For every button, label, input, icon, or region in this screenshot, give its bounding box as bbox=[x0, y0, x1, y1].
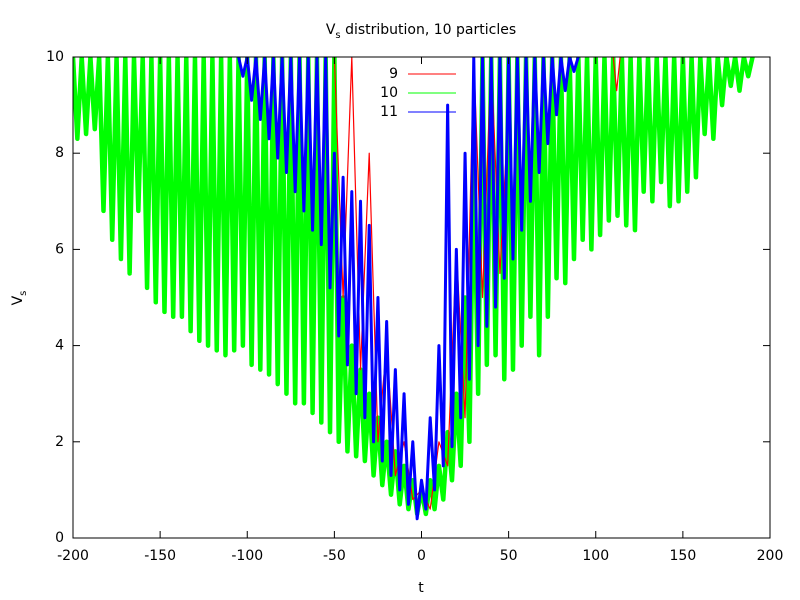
x-tick-label: 150 bbox=[670, 548, 697, 564]
x-tick-label: 50 bbox=[500, 548, 518, 564]
y-tick-label: 10 bbox=[46, 49, 64, 65]
x-tick-label: 0 bbox=[417, 548, 426, 564]
chart-title: Vs distribution, 10 particles bbox=[326, 22, 516, 41]
y-tick-label: 8 bbox=[55, 145, 64, 161]
legend-label: 10 bbox=[380, 85, 398, 101]
y-tick-label: 0 bbox=[55, 530, 64, 546]
y-tick-label: 2 bbox=[55, 434, 64, 450]
plot-area bbox=[73, 57, 755, 521]
x-tick-label: 200 bbox=[757, 548, 784, 564]
series-line bbox=[237, 57, 580, 521]
title-part: V bbox=[326, 22, 336, 38]
x-tick-label: -50 bbox=[323, 548, 346, 564]
y-axis-label: Vs bbox=[10, 291, 29, 306]
legend-label: 9 bbox=[389, 66, 398, 82]
title-subscript: s bbox=[335, 30, 340, 41]
x-tick-label: -100 bbox=[231, 548, 263, 564]
x-axis-label: t bbox=[418, 580, 424, 596]
x-tick-label: -150 bbox=[144, 548, 176, 564]
series-line bbox=[73, 57, 755, 517]
ylabel-part: V bbox=[10, 295, 26, 305]
x-tick-label: -200 bbox=[57, 548, 89, 564]
y-tick-label: 6 bbox=[55, 241, 64, 257]
y-tick-label: 4 bbox=[55, 338, 64, 354]
x-tick-label: 100 bbox=[582, 548, 609, 564]
title-part: distribution, 10 particles bbox=[341, 22, 517, 38]
ylabel-subscript: s bbox=[18, 291, 29, 296]
legend-label: 11 bbox=[380, 104, 398, 120]
